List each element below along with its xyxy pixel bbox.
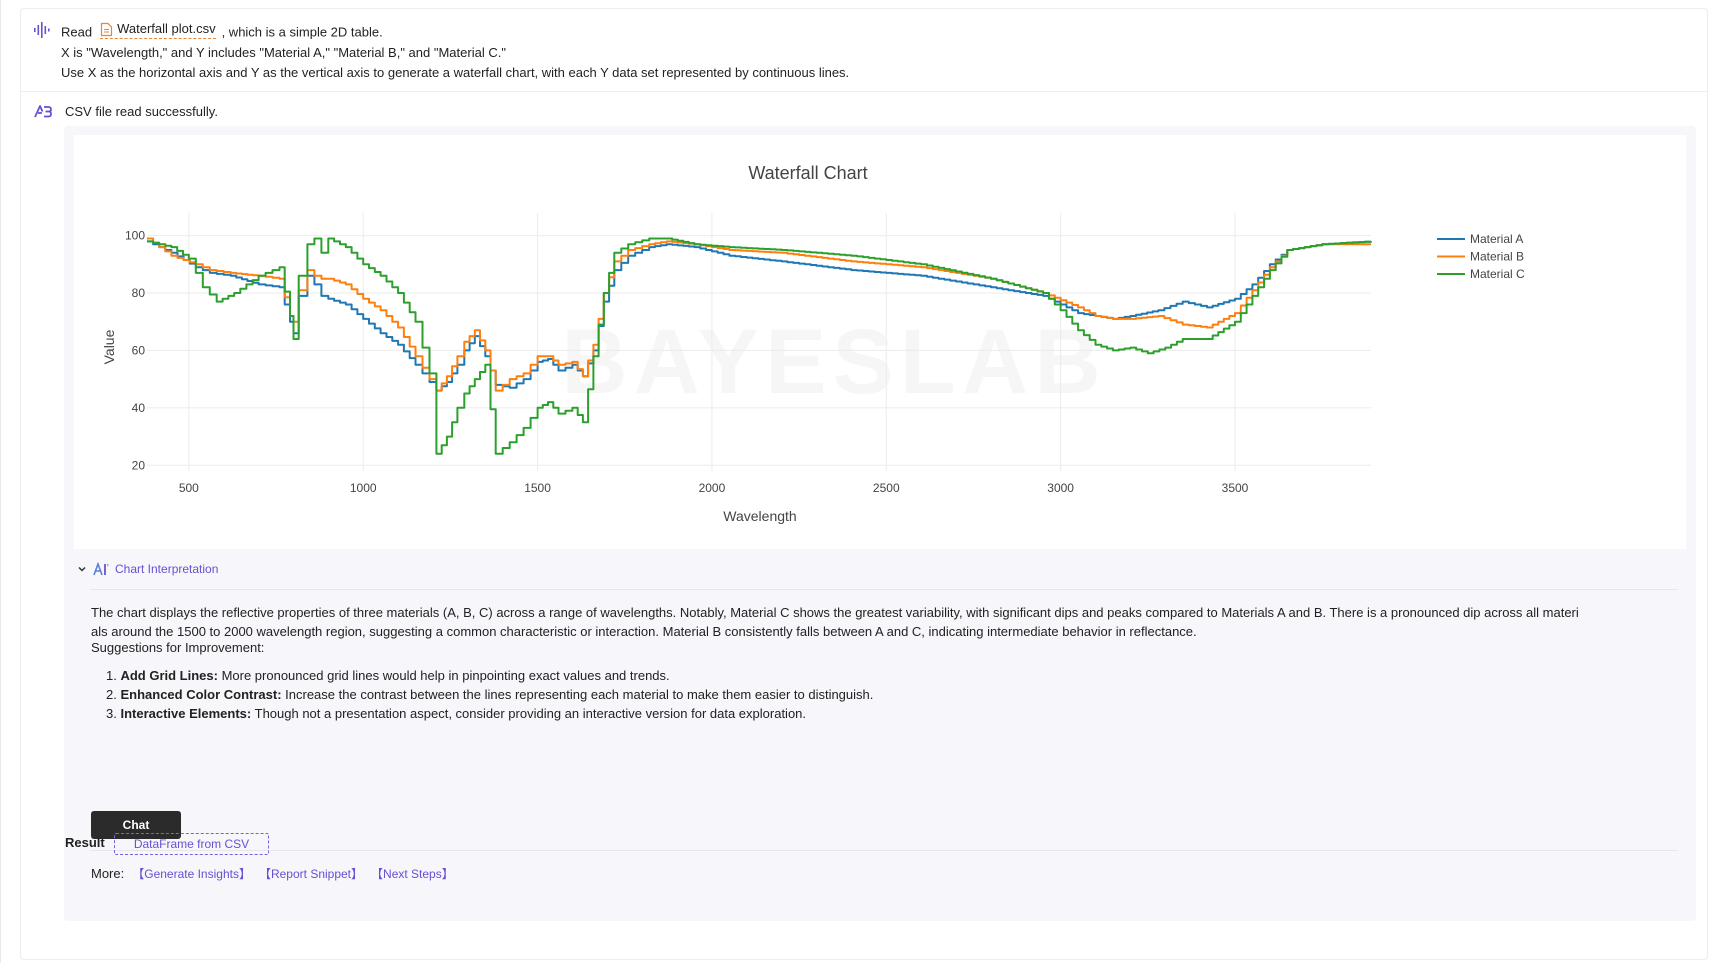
suggestion-item: 2. Enhanced Color Contrast: Increase the… xyxy=(106,685,873,704)
series-line-material-c[interactable] xyxy=(147,237,1372,455)
y-tick-label: 60 xyxy=(132,343,146,357)
suggestion-number: 3. xyxy=(106,706,117,721)
x-tick-label: 2500 xyxy=(873,481,900,495)
y-tick-label: 40 xyxy=(132,401,146,415)
window-left-border xyxy=(0,0,1,963)
user-message-line-2: X is "Wavelength," and Y includes "Mater… xyxy=(61,45,506,60)
suggestion-number: 1. xyxy=(106,668,117,683)
suggestions-title: Suggestions for Improvement: xyxy=(91,640,265,655)
file-chip[interactable]: Waterfall plot.csv xyxy=(100,20,216,39)
chart-container: BAYESLAB 500 1000 1500 2000 2500 3000 3500 20 40… xyxy=(74,135,1686,549)
legend-label[interactable]: Material A xyxy=(1470,232,1523,246)
chart-interpretation-label: Chart Interpretation xyxy=(115,562,219,576)
next-steps-link[interactable]: 【Next Steps】 xyxy=(371,867,454,881)
legend-label[interactable]: Material C xyxy=(1470,267,1525,281)
user-message: Read Waterfall plot.csv , which is a simpl… xyxy=(21,9,1707,92)
watermark-text: BAYESLAB xyxy=(561,311,1107,413)
suggestion-text: Though not a presentation aspect, consid… xyxy=(251,706,807,721)
suggestion-number: 2. xyxy=(106,687,117,702)
chart-interpretation-toggle[interactable]: Chart Interpretation xyxy=(77,562,218,576)
result-dataframe-chip[interactable]: DataFrame from CSV xyxy=(114,833,269,855)
voice-wave-icon xyxy=(34,22,50,38)
file-description: , which is a simple 2D table. xyxy=(221,24,383,40)
assistant-status: CSV file read successfully. xyxy=(65,104,218,119)
interpretation-paragraph-line-2: als around the 1500 to 2000 wavelength r… xyxy=(91,624,1197,639)
y-tick-label: 80 xyxy=(132,286,146,300)
suggestion-title: Add Grid Lines: xyxy=(120,668,218,683)
more-actions-row: More: 【Generate Insights】 【Report Snippe… xyxy=(91,865,454,883)
chart-title: Waterfall Chart xyxy=(748,163,867,183)
generate-insights-link[interactable]: 【Generate Insights】 xyxy=(132,867,251,881)
more-label: More: xyxy=(91,866,125,881)
interpretation-paragraph: The chart displays the reflective proper… xyxy=(91,603,1679,641)
suggestion-text: Increase the contrast between the lines … xyxy=(281,687,874,702)
legend-label[interactable]: Material B xyxy=(1470,250,1524,264)
series-line-material-a[interactable] xyxy=(147,240,1372,392)
x-tick-label: 2000 xyxy=(699,481,726,495)
more-divider xyxy=(90,850,1678,851)
suggestion-item: 1. Add Grid Lines: More pronounced grid … xyxy=(106,666,873,685)
chart-y-axis-label: Value xyxy=(101,329,117,364)
file-name: Waterfall plot.csv xyxy=(117,21,216,36)
suggestion-text: More pronounced grid lines would help in… xyxy=(217,668,670,683)
x-tick-label: 3500 xyxy=(1222,481,1249,495)
user-message-line-3: Use X as the horizontal axis and Y as th… xyxy=(61,65,850,80)
chat-button[interactable]: Chat xyxy=(91,811,181,839)
result-label: Result xyxy=(65,835,105,850)
y-tick-label: 20 xyxy=(132,458,146,472)
interpretation-divider xyxy=(90,589,1678,590)
waterfall-chart[interactable]: BAYESLAB 500 1000 1500 2000 2500 3000 3500 20 40… xyxy=(74,135,1686,549)
assistant-logo-icon xyxy=(34,105,52,118)
read-label: Read xyxy=(61,24,93,40)
x-tick-label: 1000 xyxy=(350,481,377,495)
y-tick-label: 100 xyxy=(125,229,145,243)
suggestion-title: Enhanced Color Contrast: xyxy=(120,687,282,702)
suggestion-title: Interactive Elements: xyxy=(120,706,252,721)
x-tick-label: 1500 xyxy=(524,481,551,495)
report-snippet-link[interactable]: 【Report Snippet】 xyxy=(258,867,364,881)
file-icon xyxy=(100,22,113,36)
assistant-response-panel: BAYESLAB 500 1000 1500 2000 2500 3000 3500 20 40… xyxy=(64,126,1696,921)
chevron-down-icon xyxy=(78,566,86,572)
chart-x-axis-label: Wavelength xyxy=(723,508,796,524)
series-line-material-b[interactable] xyxy=(147,237,1371,392)
suggestions-list: 1. Add Grid Lines: More pronounced grid … xyxy=(106,666,873,723)
suggestion-item: 3. Interactive Elements: Though not a pr… xyxy=(106,704,873,723)
conversation-container: Read Waterfall plot.csv , which is a simpl… xyxy=(20,8,1708,960)
user-message-line-1: Read Waterfall plot.csv , which is a simpl… xyxy=(61,20,383,42)
x-tick-label: 500 xyxy=(179,481,199,495)
ai-sparkle-icon xyxy=(93,562,109,576)
interpretation-paragraph-line-1: The chart displays the reflective proper… xyxy=(91,605,1579,620)
x-tick-label: 3000 xyxy=(1047,481,1074,495)
